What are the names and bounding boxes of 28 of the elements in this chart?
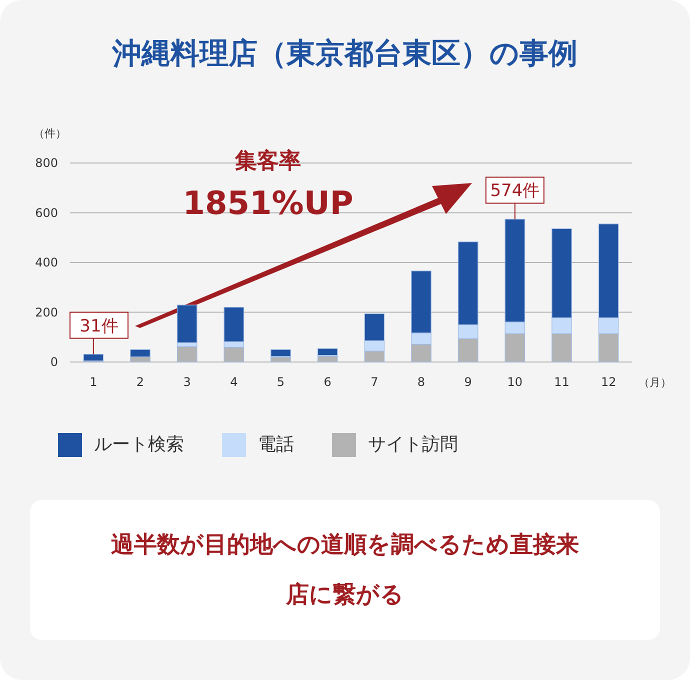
y-tick-label: 800 — [35, 156, 58, 170]
annotation: 574件 — [490, 181, 540, 202]
x-tick-label: 7 — [370, 375, 378, 389]
text: 過半数が目的地への道順を調べるため直接来店に繋がる — [110, 531, 580, 610]
annotation: 集客率 — [234, 148, 301, 174]
legend-label: 電話 — [258, 434, 294, 455]
x-tick-label: 5 — [276, 375, 285, 389]
x-tick-label: 4 — [230, 375, 238, 389]
legend-label: ルート検索 — [94, 434, 184, 455]
legend-label: サイト訪問 — [368, 434, 458, 455]
x-tick-label: 2 — [136, 375, 144, 389]
y-tick-label: 400 — [35, 256, 58, 270]
y-tick-label: 600 — [35, 206, 58, 220]
x-tick-label: 11 — [554, 375, 570, 389]
annotation: 1851%UP — [182, 184, 354, 222]
chart-title: 沖縄料理店（東京都台東区）の事例 — [111, 35, 578, 72]
x-tick-label: 8 — [417, 375, 426, 389]
y-axis-title: （件） — [34, 127, 66, 140]
y-tick-label: 0 — [50, 355, 58, 369]
x-tick-label: 1 — [90, 375, 98, 389]
x-tick-label: 10 — [507, 375, 523, 389]
x-tick-label: 12 — [600, 375, 616, 389]
x-axis-title: （月） — [638, 376, 672, 389]
annotation: 31件 — [80, 316, 118, 336]
x-tick-label: 3 — [183, 375, 191, 389]
y-tick-label: 200 — [35, 305, 58, 320]
x-tick-label: 6 — [324, 375, 332, 389]
x-tick-label: 9 — [464, 375, 472, 389]
